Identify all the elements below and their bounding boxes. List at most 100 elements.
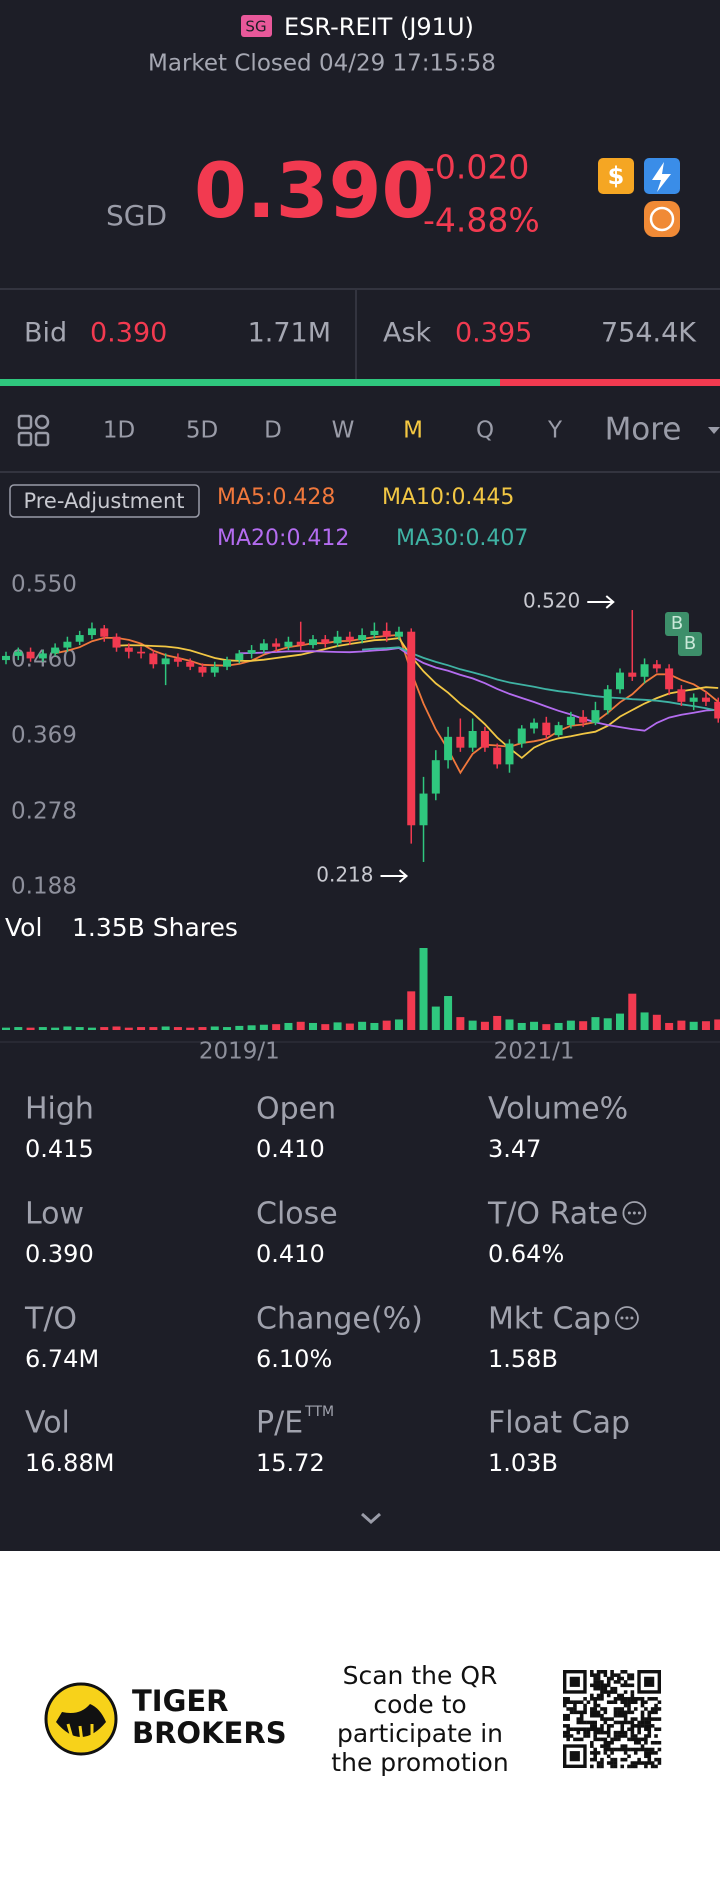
qr-module xyxy=(644,1764,648,1769)
candle-body xyxy=(112,636,121,648)
qr-module xyxy=(637,1720,641,1725)
qr-module xyxy=(623,1680,628,1684)
trend-icon[interactable] xyxy=(644,201,680,237)
qr-module xyxy=(579,1700,584,1704)
stat-label: Change(%) xyxy=(256,1302,423,1337)
timeframe-tab[interactable]: M xyxy=(403,418,423,444)
expand-chevron[interactable] xyxy=(361,1512,381,1525)
promo-text: code to xyxy=(373,1690,466,1719)
info-icon-dot xyxy=(620,1316,624,1320)
qr-module xyxy=(620,1744,625,1748)
qr-module xyxy=(566,1734,570,1738)
qr-module xyxy=(633,1707,638,1711)
qr-module xyxy=(627,1676,631,1681)
qr-module xyxy=(569,1710,574,1715)
qr-module xyxy=(627,1754,631,1759)
dividend-icon[interactable] xyxy=(598,158,634,194)
qr-module xyxy=(600,1713,604,1718)
qr-module xyxy=(600,1670,604,1674)
qr-module xyxy=(654,1703,658,1708)
qr-module xyxy=(603,1686,608,1691)
qr-module xyxy=(623,1697,628,1701)
qr-module xyxy=(583,1727,587,1732)
qr-module xyxy=(563,1713,567,1718)
qr-module xyxy=(627,1710,631,1715)
qr-module xyxy=(650,1707,655,1711)
qr-module xyxy=(627,1747,631,1752)
volume-bar xyxy=(591,1017,600,1030)
timeframe-tab[interactable]: Q xyxy=(476,418,494,444)
timeframe-tab[interactable]: W xyxy=(332,418,355,444)
qr-module xyxy=(640,1713,645,1718)
qr-module xyxy=(623,1751,628,1755)
stat-value: 1.03B xyxy=(488,1449,558,1477)
layout-icon[interactable] xyxy=(17,414,50,447)
qr-module xyxy=(640,1700,645,1704)
qr-module xyxy=(569,1727,574,1732)
qr-module xyxy=(569,1700,574,1704)
qr-module xyxy=(563,1730,567,1735)
qr-code[interactable] xyxy=(563,1670,662,1769)
ask-size: 754.4K xyxy=(601,318,697,349)
volume-bar xyxy=(616,1013,624,1030)
qr-module xyxy=(586,1700,591,1704)
qr-module xyxy=(650,1697,655,1701)
qr-module xyxy=(600,1686,604,1691)
qr-module xyxy=(627,1727,631,1732)
qr-module xyxy=(644,1720,648,1725)
qr-module xyxy=(573,1703,577,1708)
qr-module xyxy=(596,1730,601,1735)
candle-body xyxy=(198,666,207,673)
qr-module xyxy=(657,1707,662,1711)
volume-bar xyxy=(38,1027,47,1030)
candle-body xyxy=(87,628,96,636)
dropdown-arrow[interactable] xyxy=(708,427,720,434)
qr-module xyxy=(647,1717,652,1721)
adjustment-button[interactable] xyxy=(9,484,200,518)
qr-module xyxy=(630,1737,635,1742)
volume-bar xyxy=(223,1027,232,1030)
qr-module xyxy=(650,1717,655,1721)
qr-module xyxy=(590,1764,594,1769)
qr-module xyxy=(579,1720,584,1725)
qr-module xyxy=(637,1747,641,1752)
qr-module xyxy=(623,1717,628,1721)
timeframe-tab[interactable]: 1D xyxy=(103,418,135,444)
qr-module xyxy=(650,1761,655,1765)
qr-module xyxy=(620,1676,625,1681)
qr-module xyxy=(590,1740,594,1745)
candle-body xyxy=(493,747,502,765)
qr-module xyxy=(576,1737,581,1742)
qr-module xyxy=(566,1727,570,1732)
qr-module xyxy=(657,1757,662,1762)
qr-module xyxy=(633,1747,638,1752)
candle-body xyxy=(640,664,649,677)
currency: SGD xyxy=(106,199,167,232)
timeframe-tab[interactable]: More xyxy=(605,412,682,448)
candle-body xyxy=(223,660,232,667)
qr-module xyxy=(566,1717,570,1721)
qr-module xyxy=(603,1673,608,1677)
timeframe-tab[interactable]: 5D xyxy=(186,418,218,444)
qr-module xyxy=(573,1727,577,1732)
qr-finder xyxy=(644,1676,655,1687)
info-icon[interactable] xyxy=(615,1306,639,1330)
volume-bar xyxy=(701,1021,710,1030)
qr-module xyxy=(593,1700,597,1704)
candle-body xyxy=(2,655,10,661)
qr-module xyxy=(603,1710,608,1715)
info-icon[interactable] xyxy=(622,1201,647,1225)
y-tick-label: 0.278 xyxy=(11,798,77,824)
qr-module xyxy=(590,1697,594,1701)
qr-module xyxy=(590,1683,594,1688)
stat-value: 3.47 xyxy=(488,1135,541,1163)
qr-module xyxy=(593,1673,597,1677)
qr-module xyxy=(606,1761,611,1765)
candle-body xyxy=(542,722,551,736)
timeframe-tab[interactable]: Y xyxy=(547,418,563,444)
volume-bar xyxy=(296,1021,305,1030)
qr-module xyxy=(579,1717,584,1721)
qr-module xyxy=(654,1751,658,1755)
timeframe-tab[interactable]: D xyxy=(264,418,282,444)
qr-module xyxy=(620,1734,625,1738)
